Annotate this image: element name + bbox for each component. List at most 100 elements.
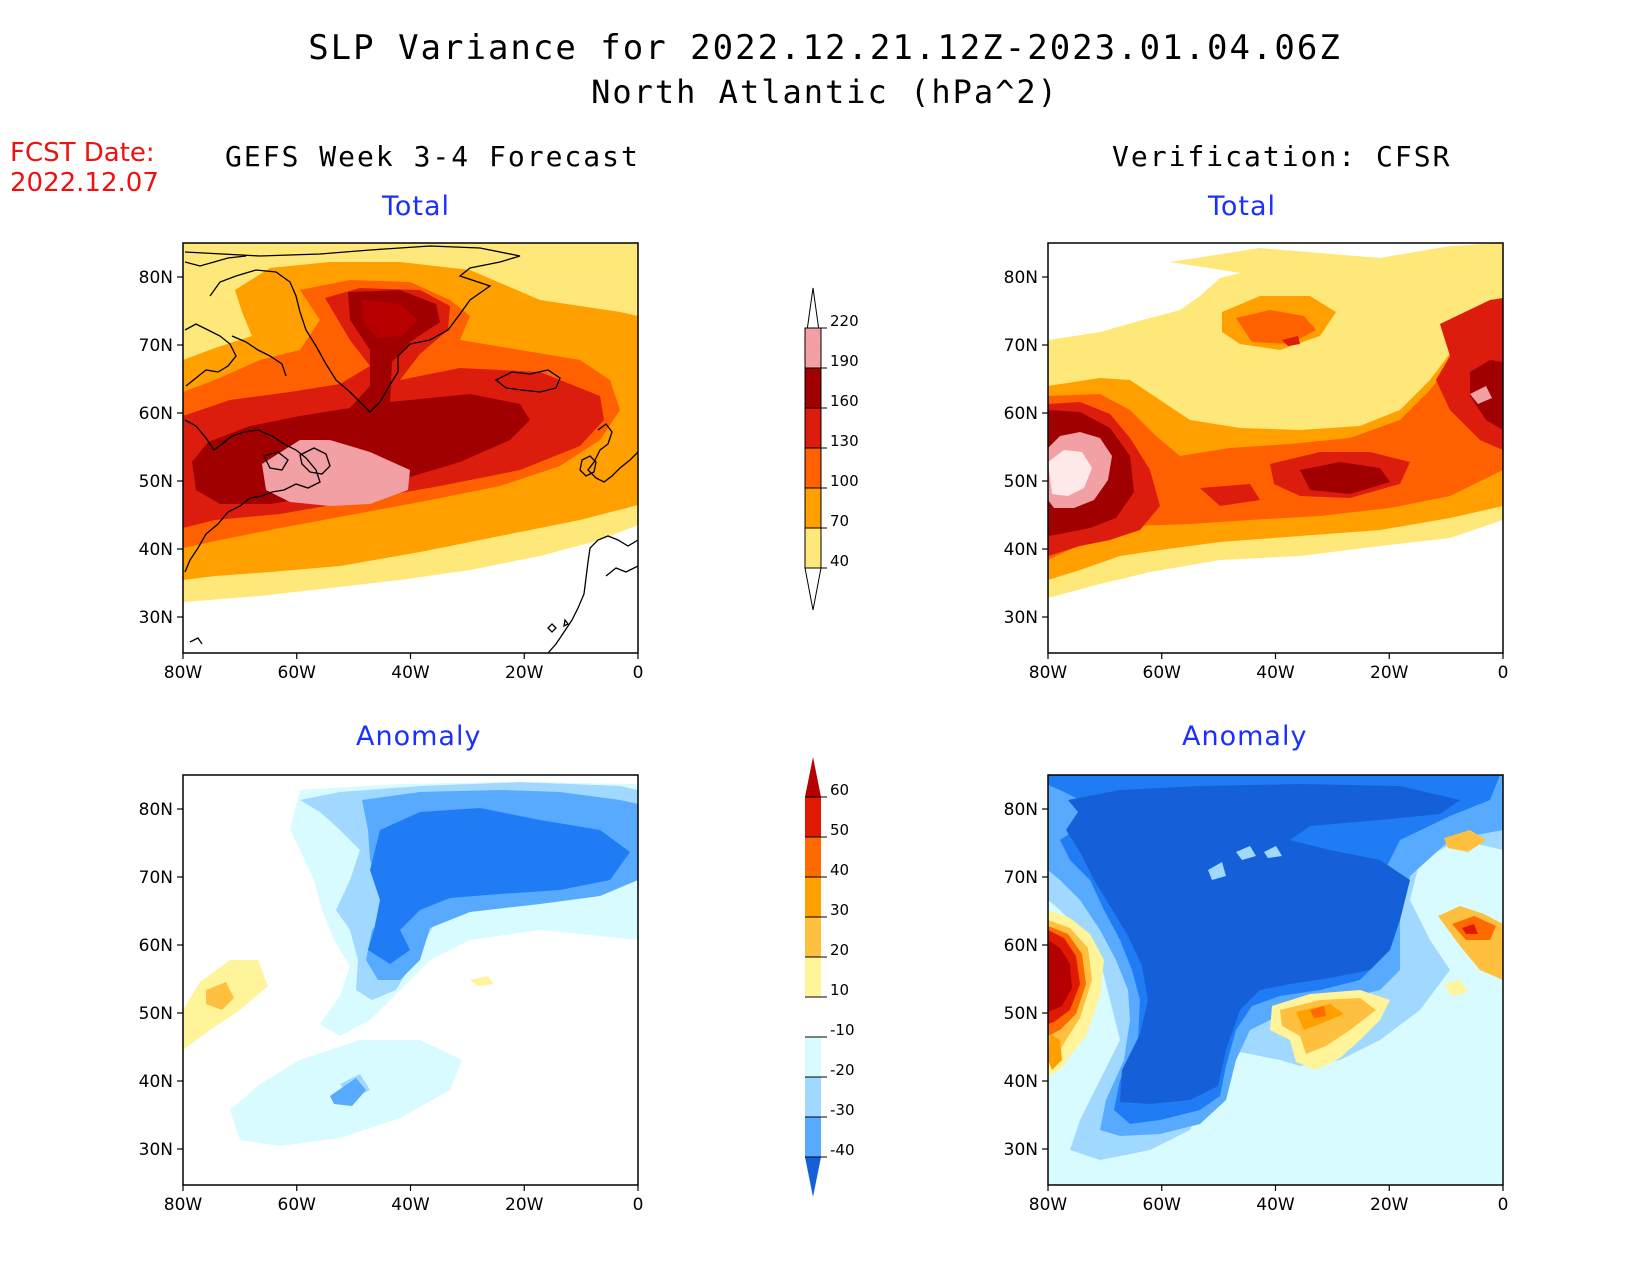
colorbar-anomaly-swatch-40 [805,837,821,877]
panel-subtitle-forecast-total: Total [382,191,451,222]
lon-label: 20W [1370,663,1409,683]
colorbar-total-swatch-100 [805,448,821,488]
colorbar-total-swatch-40 [805,528,821,568]
lat-label: 40N [139,540,173,560]
colorbar-label: 10 [830,981,849,999]
colorbar-label: -20 [830,1061,855,1079]
lat-label: 60N [139,936,173,956]
colorbar-label: 130 [830,432,859,450]
left-column-title: GEFS Week 3-4 Forecast [225,140,640,173]
lon-label: 80W [1029,663,1068,683]
lat-label: 30N [139,1140,173,1160]
forecast-date-value: 2022.12.07 [10,168,159,198]
colorbar-total-swatch-70 [805,488,821,528]
colorbar-total-swatch-160 [805,368,821,408]
colorbar-label: 30 [830,901,849,919]
colorbar-anomaly-swatch-20 [805,917,821,957]
colorbar-anomaly: 60 50 40 30 20 10 -10 -20 -30 -40 [805,757,855,1197]
colorbar-label: 40 [830,861,849,879]
figure-title: SLP Variance for 2022.12.21.12Z-2023.01.… [308,28,1342,68]
lat-label: 80N [1004,800,1038,820]
forecast-date: FCST Date: 2022.12.07 [10,138,159,198]
lon-label: 80W [1029,1195,1068,1215]
lat-label: 70N [139,336,173,356]
colorbar-label: -10 [830,1021,855,1039]
lon-label: 60W [1143,1195,1182,1215]
axis-labels: 80N 70N 60N 50N 40N 30N 80W 60W 40W 20W 0 80N 70N 60N… [139,268,1509,1215]
lat-label: 30N [139,608,173,628]
lat-label: 70N [1004,868,1038,888]
colorbar-anomaly-swatch-m20 [805,1077,821,1117]
colorbar-label: 60 [830,781,849,799]
colorbar-anomaly-swatch-10 [805,957,821,997]
lon-label: 40W [1256,1195,1295,1215]
colorbar-anomaly-labels: 60 50 40 30 20 10 -10 -20 -30 -40 [805,781,855,1159]
colorbar-label: -30 [830,1101,855,1119]
colorbar-total-labels: 220 190 160 130 100 70 40 [805,312,859,570]
colorbar-label: 100 [830,472,859,490]
lat-label: 30N [1004,1140,1038,1160]
colorbar-total: 220 190 160 130 100 70 40 [804,287,859,611]
colorbar-label: 50 [830,821,849,839]
map-forecast-anomaly [183,775,638,1185]
lat-label: 50N [1004,472,1038,492]
panel-subtitle-verification-anomaly: Anomaly [1182,721,1308,752]
colorbar-total-swatch-190 [805,328,821,368]
colorbar-label: -40 [830,1141,855,1159]
lat-label: 40N [1004,1072,1038,1092]
lat-label: 70N [139,868,173,888]
lon-label: 20W [1370,1195,1409,1215]
lat-label: 50N [1004,1004,1038,1024]
lon-label: 0 [633,1195,644,1215]
colorbar-label: 20 [830,941,849,959]
lat-label: 50N [139,1004,173,1024]
forecast-date-label: FCST Date: [10,138,155,168]
figure-subtitle: North Atlantic (hPa^2) [591,73,1059,111]
colorbar-anomaly-swatch-m30 [805,1117,821,1157]
colorbar-anomaly-swatch-30 [805,877,821,917]
lat-label: 60N [1004,404,1038,424]
lon-label: 60W [1143,663,1182,683]
lon-label: 40W [391,663,430,683]
lon-label: 0 [1498,1195,1509,1215]
colorbar-anomaly-swatch-m10 [805,1037,821,1077]
lon-label: 80W [164,663,203,683]
colorbar-anomaly-swatch-50 [805,797,821,837]
colorbar-label: 220 [830,312,859,330]
lat-label: 80N [139,800,173,820]
lat-label: 50N [139,472,173,492]
colorbar-label: 40 [830,552,849,570]
lon-label: 60W [278,1195,317,1215]
right-column-title: Verification: CFSR [1112,140,1452,173]
colorbar-label: 160 [830,392,859,410]
map-verification-anomaly [1048,775,1503,1185]
lon-label: 20W [505,663,544,683]
colorbar-total-swatch-130 [805,408,821,448]
lon-label: 0 [633,663,644,683]
lat-label: 60N [139,404,173,424]
lat-label: 70N [1004,336,1038,356]
panel-subtitle-forecast-anomaly: Anomaly [356,721,482,752]
colorbar-label: 190 [830,352,859,370]
lat-label: 40N [139,1072,173,1092]
lon-label: 60W [278,663,317,683]
lat-label: 40N [1004,540,1038,560]
panel-subtitle-verification-total: Total [1208,191,1277,222]
colorbar-total-bottom-arrow [804,567,822,611]
lat-label: 60N [1004,936,1038,956]
lat-label: 80N [1004,268,1038,288]
lat-label: 30N [1004,608,1038,628]
lon-label: 40W [1256,663,1295,683]
map-verification-total [1048,243,1503,653]
lon-label: 40W [391,1195,430,1215]
colorbar-anomaly-bottom-arrow [805,1157,821,1197]
map-forecast-total [183,243,638,653]
colorbar-anomaly-top-arrow [805,757,821,797]
lon-label: 80W [164,1195,203,1215]
lon-label: 20W [505,1195,544,1215]
lat-label: 80N [139,268,173,288]
lon-label: 0 [1498,663,1509,683]
colorbar-label: 70 [830,512,849,530]
colorbar-anomaly-swatch-neutral [805,997,821,1037]
